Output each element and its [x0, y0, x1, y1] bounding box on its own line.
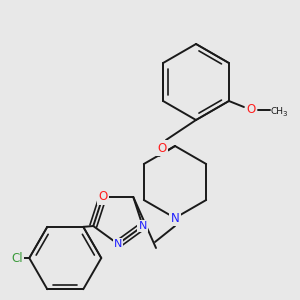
Text: O: O — [158, 142, 166, 154]
Text: N: N — [139, 221, 147, 231]
Text: Cl: Cl — [11, 251, 23, 265]
Text: N: N — [171, 212, 179, 224]
Text: 3: 3 — [283, 111, 287, 117]
Text: CH: CH — [271, 106, 284, 116]
Text: O: O — [246, 103, 256, 116]
Text: N: N — [114, 239, 122, 249]
Text: O: O — [98, 190, 107, 203]
